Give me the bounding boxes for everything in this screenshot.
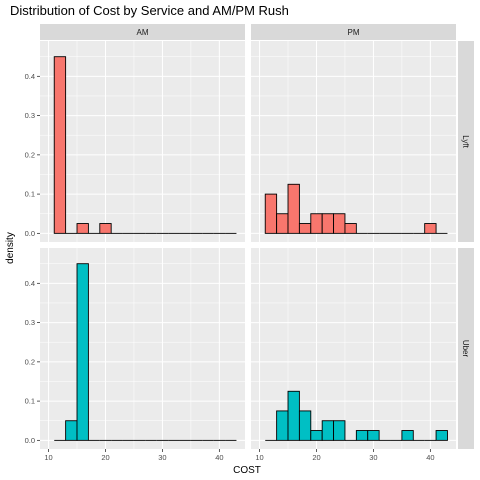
panel-background <box>40 248 245 449</box>
y-tick-label: 0.0 <box>25 229 35 238</box>
histogram-bar <box>287 183 300 234</box>
x-tick-label: 40 <box>426 453 434 462</box>
y-tick-label: 0.2 <box>25 150 35 159</box>
histogram-bar <box>424 223 437 234</box>
x-tick-label: 30 <box>369 453 377 462</box>
y-tick-label: 0.1 <box>25 397 35 406</box>
panel-lyft-am: 0.0 0.1 0.2 0.3 0.4 <box>25 41 245 242</box>
histogram-bar <box>76 263 89 441</box>
histogram-bar <box>333 420 346 441</box>
x-tick-label: 40 <box>215 453 223 462</box>
histogram-bar <box>287 390 300 441</box>
panel-background <box>251 41 456 242</box>
x-tick-label: 20 <box>101 453 109 462</box>
y-tick-label: 0.4 <box>25 279 35 288</box>
y-axis-title: density <box>5 232 16 264</box>
histogram-bar <box>310 213 323 234</box>
column-strip-label: PM <box>348 28 360 37</box>
row-strip-uber: Uber <box>458 248 474 449</box>
column-strip-am: AM <box>40 24 245 40</box>
y-tick-label: 0.3 <box>25 111 35 120</box>
y-tick-label: 0.0 <box>25 436 35 445</box>
histogram-bar <box>435 430 448 441</box>
histogram-bar <box>333 213 346 234</box>
histogram-bar <box>99 223 112 234</box>
histogram-bar <box>264 193 278 234</box>
x-tick-label: 10 <box>255 453 263 462</box>
column-strip-bg <box>40 24 245 40</box>
histogram-bar <box>355 430 369 441</box>
x-axis-title: COST <box>233 465 261 476</box>
y-tick-label: 0.4 <box>25 72 35 81</box>
histogram-bar <box>310 430 323 441</box>
row-strip-label: Uber <box>461 340 470 358</box>
column-strip-label: AM <box>137 28 149 37</box>
panel-lyft-pm <box>251 41 456 242</box>
row-strip-lyft: Lyft <box>458 41 474 242</box>
chart-title: Distribution of Cost by Service and AM/P… <box>10 3 289 18</box>
histogram-bar <box>321 420 335 441</box>
x-tick-label: 20 <box>312 453 320 462</box>
y-tick-label: 0.1 <box>25 190 35 199</box>
x-tick-label: 10 <box>44 453 52 462</box>
histogram-bar <box>76 223 89 234</box>
panel-background <box>40 41 245 242</box>
histogram-bar <box>276 213 289 234</box>
histogram-bar <box>276 410 289 441</box>
histogram-bar <box>298 410 312 441</box>
histogram-bar <box>367 430 380 441</box>
x-tick-label: 30 <box>158 453 166 462</box>
column-strip-bg <box>251 24 456 40</box>
histogram-bar <box>53 56 67 234</box>
column-strip-pm: PM <box>251 24 456 40</box>
panel-uber-pm: 10 20 30 40 <box>251 248 456 462</box>
panel-uber-am: 0.0 0.1 0.2 0.3 0.4 10 20 30 40 <box>25 248 245 462</box>
histogram-bar <box>298 223 312 234</box>
histogram-bar <box>321 213 335 234</box>
row-strip-bg <box>458 248 474 449</box>
histogram-bar <box>65 420 78 441</box>
row-strip-bg <box>458 41 474 242</box>
row-strip-label: Lyft <box>461 135 470 148</box>
facet-panels: AM PMLyftUber0.00.10.20.30.40.00.10.20.30… <box>25 24 474 462</box>
y-tick-label: 0.2 <box>25 357 35 366</box>
y-tick-label: 0.3 <box>25 318 35 327</box>
histogram-bar <box>401 430 414 441</box>
histogram-bar <box>344 223 357 234</box>
